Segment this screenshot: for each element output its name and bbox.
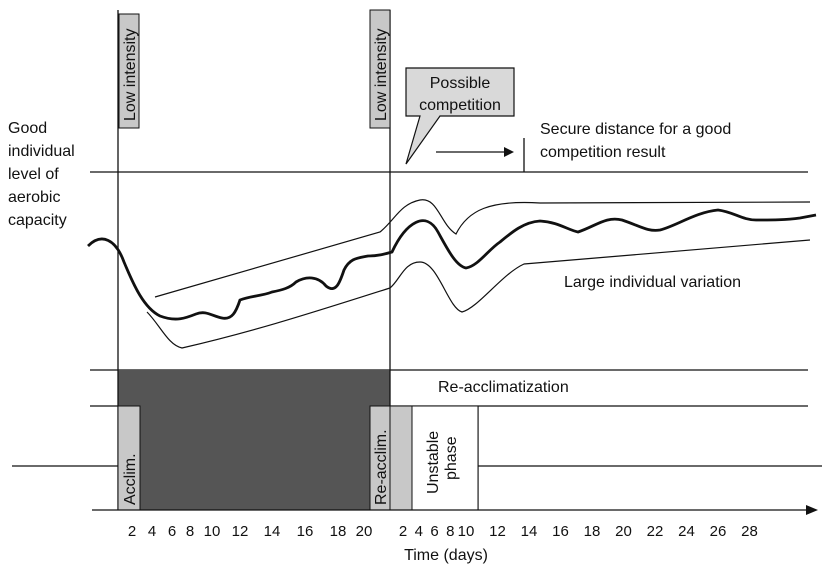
tick-label-phase2-11: 22 xyxy=(647,523,664,540)
tick-label-phase1-8: 16 xyxy=(297,523,314,540)
tick-label-phase2-6: 12 xyxy=(489,523,506,540)
re-acclim-label: Re-acclim. xyxy=(373,429,390,505)
variation-lower-bound xyxy=(146,239,811,349)
tick-label-phase1-6: 12 xyxy=(232,523,249,540)
re-acclimatization-label: Re-acclimatization xyxy=(438,379,569,396)
large-variation-label: Large individual variation xyxy=(564,274,741,291)
tick-label-phase2-12: 24 xyxy=(678,523,695,540)
low-intensity-label-1: Low intensity xyxy=(122,29,139,122)
tick-label-phase2-8: 16 xyxy=(552,523,569,540)
unstable-phase-label-line2: phase xyxy=(443,436,460,480)
tick-label-phase1-2: 4 xyxy=(148,523,156,540)
tick-label-phase2-5: 10 xyxy=(458,523,475,540)
time-axis-arrowhead xyxy=(806,505,818,515)
aerobic-capacity-curve xyxy=(87,208,817,321)
tick-label-phase2-10: 20 xyxy=(615,523,632,540)
left-label-line1: Good xyxy=(8,120,47,137)
low-intensity-box-2 xyxy=(369,9,391,129)
left-label-line5: capacity xyxy=(8,212,67,229)
tick-label-phase1-7: 14 xyxy=(264,523,281,540)
left-label-line2: individual xyxy=(8,143,75,160)
unstable-phase-box xyxy=(411,405,479,511)
altitude-period-block xyxy=(118,370,390,510)
secure-distance-arrowhead xyxy=(504,147,514,157)
secure-distance-line1: Secure distance for a good xyxy=(540,121,731,138)
low-intensity-box-1 xyxy=(118,13,140,129)
tick-label-phase2-2: 4 xyxy=(415,523,423,540)
tick-label-phase1-1: 2 xyxy=(128,523,136,540)
post-return-box xyxy=(389,405,413,511)
tick-label-phase2-1: 2 xyxy=(399,523,407,540)
tick-label-phase1-9: 18 xyxy=(330,523,347,540)
tick-label-phase1-5: 10 xyxy=(204,523,221,540)
callout-line2: competition xyxy=(419,97,501,114)
left-label-line3: level of xyxy=(8,166,59,183)
tick-label-phase1-3: 6 xyxy=(168,523,176,540)
tick-label-phase2-14: 28 xyxy=(741,523,758,540)
tick-label-phase1-10: 20 xyxy=(356,523,373,540)
secure-distance-line2: competition result xyxy=(540,144,666,161)
tick-label-phase2-7: 14 xyxy=(521,523,538,540)
tick-label-phase2-3: 6 xyxy=(430,523,438,540)
time-axis-label: Time (days) xyxy=(404,547,488,564)
acclim-label: Acclim. xyxy=(122,453,139,505)
time-axis-ticks: 2 4 6 8 10 12 14 16 18 20 2 4 6 8 10 12 14 16 18 20 22 24 26 28 xyxy=(128,523,758,540)
tick-label-phase2-13: 26 xyxy=(710,523,727,540)
callout-line1: Possible xyxy=(430,75,491,92)
variation-upper-bound xyxy=(154,199,811,298)
low-intensity-label-2: Low intensity xyxy=(373,29,390,122)
tick-label-phase2-9: 18 xyxy=(584,523,601,540)
tick-label-phase2-4: 8 xyxy=(446,523,454,540)
left-label-line4: aerobic xyxy=(8,189,60,206)
possible-competition-callout xyxy=(405,67,515,165)
tick-label-phase1-4: 8 xyxy=(186,523,194,540)
unstable-phase-label-line1: Unstable xyxy=(425,431,442,494)
